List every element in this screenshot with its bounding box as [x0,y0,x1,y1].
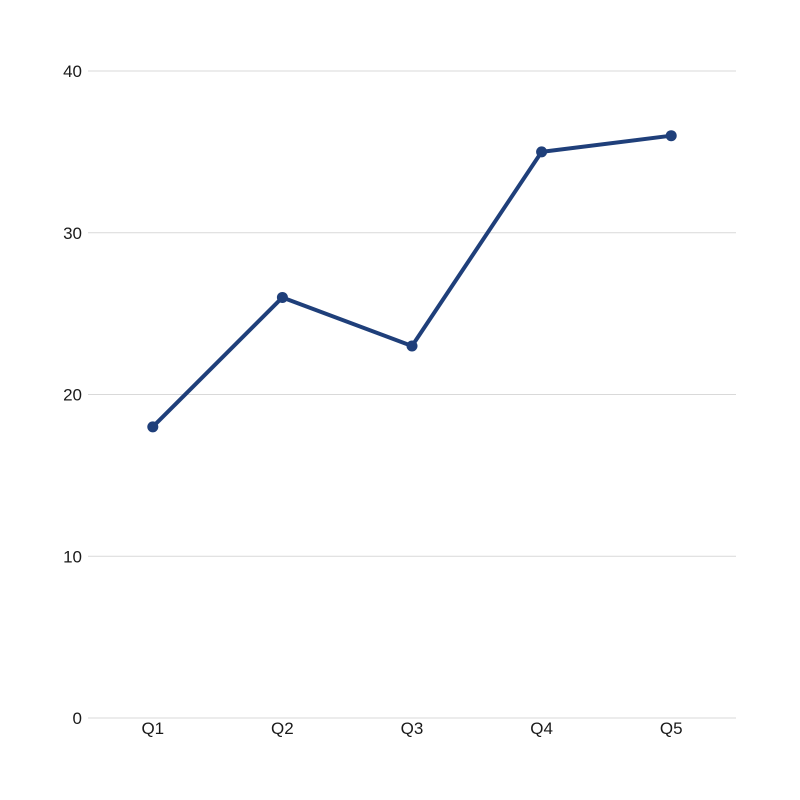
y-tick-label: 0 [73,709,82,728]
y-tick-label: 40 [63,62,82,81]
y-tick-label: 30 [63,224,82,243]
y-tick-label: 20 [63,386,82,405]
x-tick-label: Q3 [401,719,424,738]
x-tick-label: Q5 [660,719,683,738]
y-tick-label: 10 [63,547,82,566]
data-point [147,421,159,433]
data-point [536,146,548,158]
series-line [150,133,674,429]
series-layer [147,130,677,433]
gridlines [88,70,736,719]
data-point [665,130,677,142]
x-tick-label: Q4 [530,719,553,738]
x-tick-label: Q1 [141,719,164,738]
data-point [406,340,418,352]
y-axis-tick-labels: 0 10 20 30 40 [63,62,82,728]
x-axis-tick-labels: Q1 Q2 Q3 Q4 Q5 [141,719,682,738]
data-point [276,291,288,303]
x-tick-label: Q2 [271,719,294,738]
